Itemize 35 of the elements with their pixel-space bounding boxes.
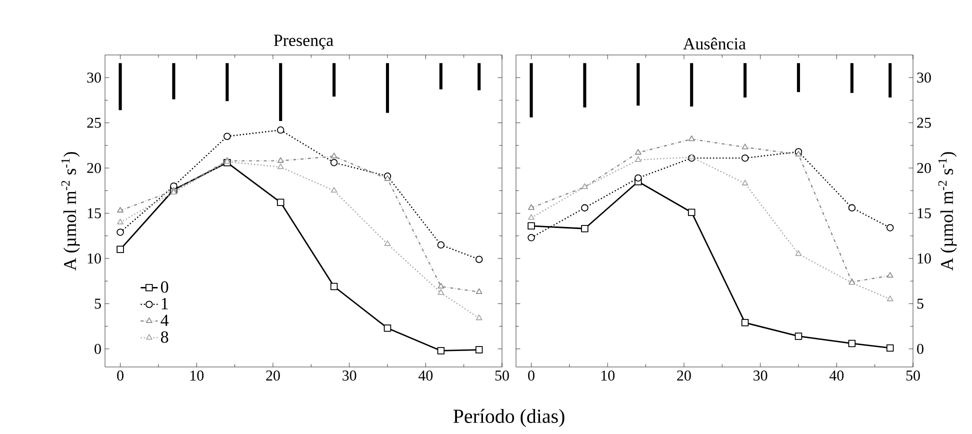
x-tick-label: 40 [418,370,433,381]
y-tick-label: 10 [88,253,101,264]
x-tick-label: 10 [190,370,204,381]
x-tick-label: 50 [495,370,509,381]
y-tick-label: 10 [918,253,931,264]
chart-title: Ausência [683,38,746,50]
y-tick-label: 30 [917,72,931,83]
y-tick-label: 25 [917,118,931,128]
x-tick-label: 30 [342,370,356,381]
y-tick-label: 20 [917,162,931,174]
y-tick-label: 15 [88,208,101,218]
x-tick-label: 0 [528,370,534,381]
legend-label: 1 [162,298,168,310]
legend-label: 4 [160,314,169,326]
x-tick-label: 10 [601,370,615,381]
chart-title: Presença [274,34,334,50]
x-tick-label: 40 [829,370,844,381]
y-tick-label: 0 [917,344,924,354]
legend-label: 0 [160,281,168,293]
y-tick-label: 30 [87,72,101,83]
y-tick-label: 25 [87,118,101,128]
x-tick-label: 0 [117,370,124,381]
x-tick-label: 30 [754,370,768,381]
y-tick-label: 0 [94,344,101,354]
y-axis-title: A (µmol m$^{-2}$ s$^{-1}$) [938,152,957,271]
legend-label: 8 [160,331,168,343]
y-tick-label: 5 [94,298,101,309]
x-axis-title: Período (dias) [453,408,564,428]
x-tick-label: 50 [906,370,920,381]
y-tick-label: 15 [918,208,931,218]
y-tick-label: 20 [87,162,101,174]
x-tick-label: 20 [677,370,691,381]
x-tick-label: 20 [266,370,280,381]
y-axis-title: A (µmol m$^{-2}$ s$^{-1}$) [61,152,80,271]
y-tick-label: 5 [917,298,924,309]
